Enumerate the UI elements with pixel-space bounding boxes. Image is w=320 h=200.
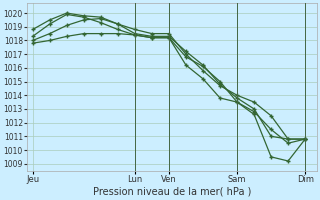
X-axis label: Pression niveau de la mer( hPa ): Pression niveau de la mer( hPa ): [92, 187, 251, 197]
